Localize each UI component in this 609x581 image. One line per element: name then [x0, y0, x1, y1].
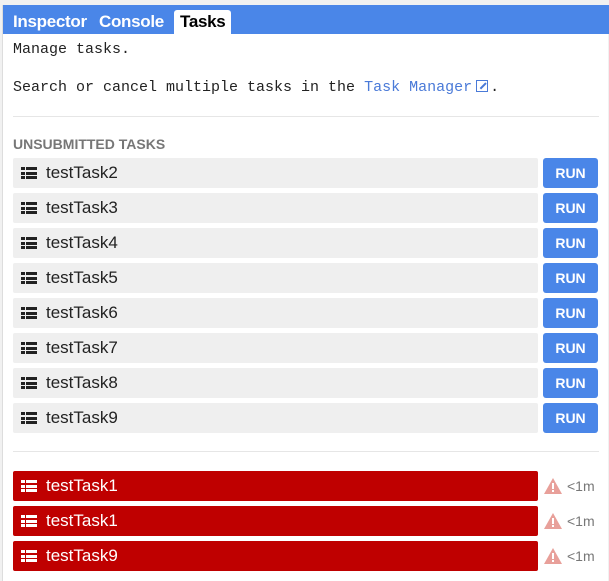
warning-icon	[544, 548, 562, 564]
task-name: testTask5	[46, 268, 118, 287]
task-age: <1m	[567, 513, 595, 529]
search-text: Search or cancel multiple tasks in the T…	[13, 79, 499, 96]
task-name: testTask3	[46, 198, 118, 217]
tab-bar: Inspector Console Tasks	[3, 5, 609, 34]
task-row[interactable]: testTask3	[13, 193, 538, 223]
run-button[interactable]: RUN	[543, 228, 598, 258]
task-name: testTask8	[46, 373, 118, 392]
failed-task-row[interactable]: testTask1	[13, 506, 538, 536]
failed-task-row[interactable]: testTask9	[13, 541, 538, 571]
task-name: testTask9	[46, 408, 118, 427]
run-button[interactable]: RUN	[543, 368, 598, 398]
task-name: testTask7	[46, 338, 118, 357]
warning-icon	[544, 513, 562, 529]
warning-icon	[544, 478, 562, 494]
task-row[interactable]: testTask4	[13, 228, 538, 258]
failed-task-row[interactable]: testTask1	[13, 471, 538, 501]
task-row[interactable]: testTask2	[13, 158, 538, 188]
list-icon	[21, 550, 37, 562]
list-icon	[21, 272, 37, 284]
run-button[interactable]: RUN	[543, 298, 598, 328]
divider	[13, 451, 599, 452]
divider	[13, 116, 599, 117]
search-suffix: .	[490, 79, 500, 96]
unsubmitted-header: UNSUBMITTED TASKS	[13, 136, 166, 152]
task-manager-link[interactable]: Task Manager	[364, 79, 473, 96]
tab-inspector[interactable]: Inspector	[13, 12, 87, 31]
list-icon	[21, 377, 37, 389]
run-button[interactable]: RUN	[543, 193, 598, 223]
list-icon	[21, 480, 37, 492]
external-link-icon[interactable]	[476, 80, 489, 92]
task-name: testTask4	[46, 233, 118, 252]
task-name: testTask1	[46, 511, 118, 530]
task-name: testTask9	[46, 546, 118, 565]
list-icon	[21, 515, 37, 527]
list-icon	[21, 412, 37, 424]
tab-tasks[interactable]: Tasks	[174, 10, 232, 34]
run-button[interactable]: RUN	[543, 403, 598, 433]
list-icon	[21, 342, 37, 354]
task-age: <1m	[567, 478, 595, 494]
task-name: testTask2	[46, 163, 118, 182]
task-row[interactable]: testTask7	[13, 333, 538, 363]
task-row[interactable]: testTask8	[13, 368, 538, 398]
task-row[interactable]: testTask5	[13, 263, 538, 293]
tab-console[interactable]: Console	[99, 12, 164, 31]
search-prefix: Search or cancel multiple tasks in the	[13, 79, 365, 96]
task-age: <1m	[567, 548, 595, 564]
run-button[interactable]: RUN	[543, 333, 598, 363]
list-icon	[21, 167, 37, 179]
task-row[interactable]: testTask6	[13, 298, 538, 328]
list-icon	[21, 237, 37, 249]
task-row[interactable]: testTask9	[13, 403, 538, 433]
task-name: testTask6	[46, 303, 118, 322]
list-icon	[21, 202, 37, 214]
tasks-panel: Inspector Console Tasks Manage tasks. Se…	[2, 5, 609, 581]
run-button[interactable]: RUN	[543, 263, 598, 293]
intro-text: Manage tasks.	[13, 41, 131, 58]
task-name: testTask1	[46, 476, 118, 495]
list-icon	[21, 307, 37, 319]
run-button[interactable]: RUN	[543, 158, 598, 188]
